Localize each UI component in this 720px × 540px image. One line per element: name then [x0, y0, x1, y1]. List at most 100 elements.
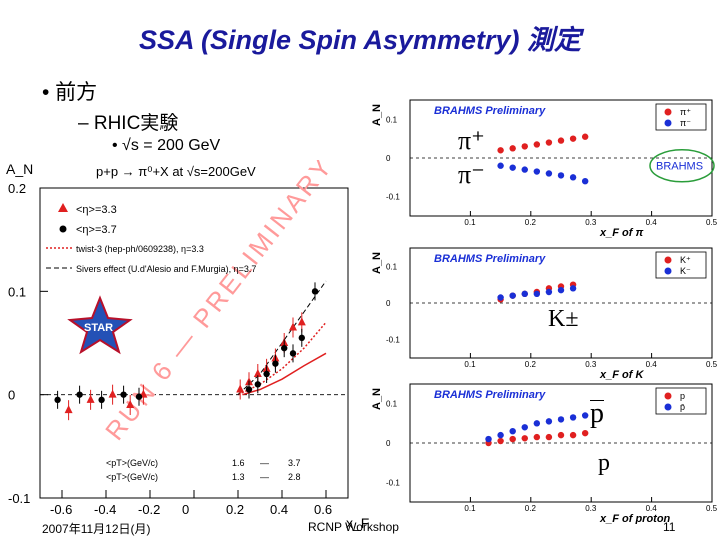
data-point-positive: [533, 433, 541, 441]
data-point-positive: [569, 431, 577, 439]
sivers-curve: [237, 280, 327, 396]
data-point-positive: [581, 133, 589, 140]
legend-label: <η>=3.7: [76, 224, 117, 236]
pt-row2-label: <pT>(GeV/c): [106, 472, 158, 482]
x-axis-label: x_F of proton: [599, 513, 671, 524]
fit-curve: [242, 352, 327, 396]
pt-row2-value: 1.3: [232, 472, 245, 482]
legend-triangle-marker: [58, 203, 68, 212]
data-point-negative: [581, 412, 589, 419]
data-point-negative: [521, 166, 528, 173]
data-point-eta37: [54, 396, 61, 404]
y-tick-label: 0.1: [8, 284, 26, 299]
legend-label: p: [680, 391, 685, 401]
y-tick-label: 0: [386, 299, 391, 308]
x-tick-label: -0.2: [138, 502, 160, 517]
data-point-negative: [521, 424, 528, 431]
x-tick-label: 0.5: [706, 504, 718, 513]
panel-header: BRAHMS Preliminary: [434, 105, 546, 117]
data-point-positive: [557, 137, 565, 144]
y-tick-label: 0.2: [8, 181, 26, 196]
data-point-positive: [497, 147, 504, 154]
data-point-negative: [509, 292, 516, 299]
y-tick-label: -0.1: [386, 336, 400, 345]
data-point-negative: [581, 178, 589, 185]
data-point-negative: [569, 414, 577, 421]
y-tick-label: -0.1: [386, 193, 400, 202]
legend-label: <η>=3.3: [76, 204, 117, 216]
pt-row2-value: —: [260, 472, 269, 482]
data-point-eta33: [289, 322, 297, 331]
x-tick-label: 0.3: [585, 504, 597, 513]
data-point-eta37: [263, 370, 270, 378]
x-tick-label: 0.2: [525, 218, 537, 227]
label-kaon: K±: [548, 306, 579, 332]
legend-marker: [664, 256, 672, 264]
y-tick-label: -0.1: [386, 478, 400, 487]
legend-label: π⁻: [680, 118, 691, 128]
data-point-positive: [569, 135, 577, 142]
pt-row1-label: <pT>(GeV/c): [106, 458, 158, 468]
legend-box: [655, 387, 707, 415]
data-point-eta33: [64, 405, 73, 414]
panel-header: BRAHMS Preliminary: [434, 389, 546, 401]
data-point-negative: [497, 162, 504, 169]
x-axis-label: x_F: [346, 515, 369, 531]
x-tick-label: 0.5: [706, 218, 718, 227]
brahms-kaon-panel: A_N BRAHMS Preliminary 0.1 0 -0.1 0.1 0.2 0.3 0.…: [371, 247, 718, 380]
x-axis-label: x_F of π: [599, 227, 643, 238]
y-tick-label: -0.1: [8, 491, 30, 506]
data-point-negative: [509, 164, 516, 171]
y-axis-label: A_N: [371, 252, 383, 274]
x-tick-label: 0.6: [314, 502, 332, 517]
data-point-eta37: [245, 386, 253, 393]
data-point-negative: [545, 418, 553, 425]
label-pbar: p: [590, 398, 604, 429]
brahms-pion-panel: A_N BRAHMS Preliminary 0.1 0 -0.1 0.1 0.2 0.3 0.…: [371, 99, 718, 238]
data-point-negative: [533, 168, 541, 175]
data-point-negative: [533, 420, 541, 427]
brahms-logo-text: BRAHMS: [656, 161, 703, 173]
y-tick-label: 0: [386, 154, 391, 163]
data-point-eta37: [98, 396, 105, 404]
x-tick-label: 0.5: [706, 360, 718, 369]
data-point-eta37: [281, 344, 288, 352]
data-point-eta37: [298, 334, 305, 342]
pt-row1-value: 3.7: [288, 458, 301, 468]
data-point-negative: [533, 290, 541, 298]
data-point-eta37: [254, 381, 261, 388]
data-point-negative: [569, 285, 577, 292]
y-tick-label: 0.1: [386, 400, 398, 409]
label-proton: p: [598, 450, 610, 476]
x-tick-label: 0.2: [525, 504, 537, 513]
label-pi-minus: π⁻: [458, 160, 485, 189]
data-point-negative: [485, 435, 492, 443]
data-point-negative: [497, 294, 504, 301]
x-tick-label: 0.4: [646, 218, 658, 227]
x-tick-label: 0.4: [270, 502, 288, 517]
x-tick-label: 0.1: [464, 360, 476, 369]
data-point-eta37: [289, 350, 297, 357]
x-axis-label: x_F of K: [599, 369, 644, 380]
legend-marker: [664, 392, 672, 400]
data-point-positive: [497, 437, 504, 445]
x-tick-label: 0.3: [585, 360, 597, 369]
data-point-negative: [509, 428, 516, 435]
twist3-curve: [237, 321, 327, 396]
data-point-positive: [545, 433, 553, 441]
y-axis-label: A_N: [6, 161, 33, 177]
legend-marker: [664, 108, 672, 116]
data-point-negative: [557, 286, 565, 294]
x-tick-label: 0.2: [226, 502, 244, 517]
data-point-negative: [545, 288, 553, 296]
data-point-negative: [521, 290, 528, 298]
legend-box: [655, 251, 707, 279]
legend-label: Sivers effect (U.d'Alesio and F.Murgia),…: [76, 264, 256, 274]
data-point-negative: [557, 416, 565, 423]
chart-title: p+p → π⁰+X at √s=200GeV: [96, 164, 256, 179]
data-point-eta37: [76, 391, 83, 398]
star-logo-icon: [67, 295, 133, 355]
bullet-rhic: – RHIC実験: [78, 113, 179, 134]
y-axis-label: A_N: [371, 388, 383, 410]
legend-label: K⁻: [680, 266, 691, 276]
